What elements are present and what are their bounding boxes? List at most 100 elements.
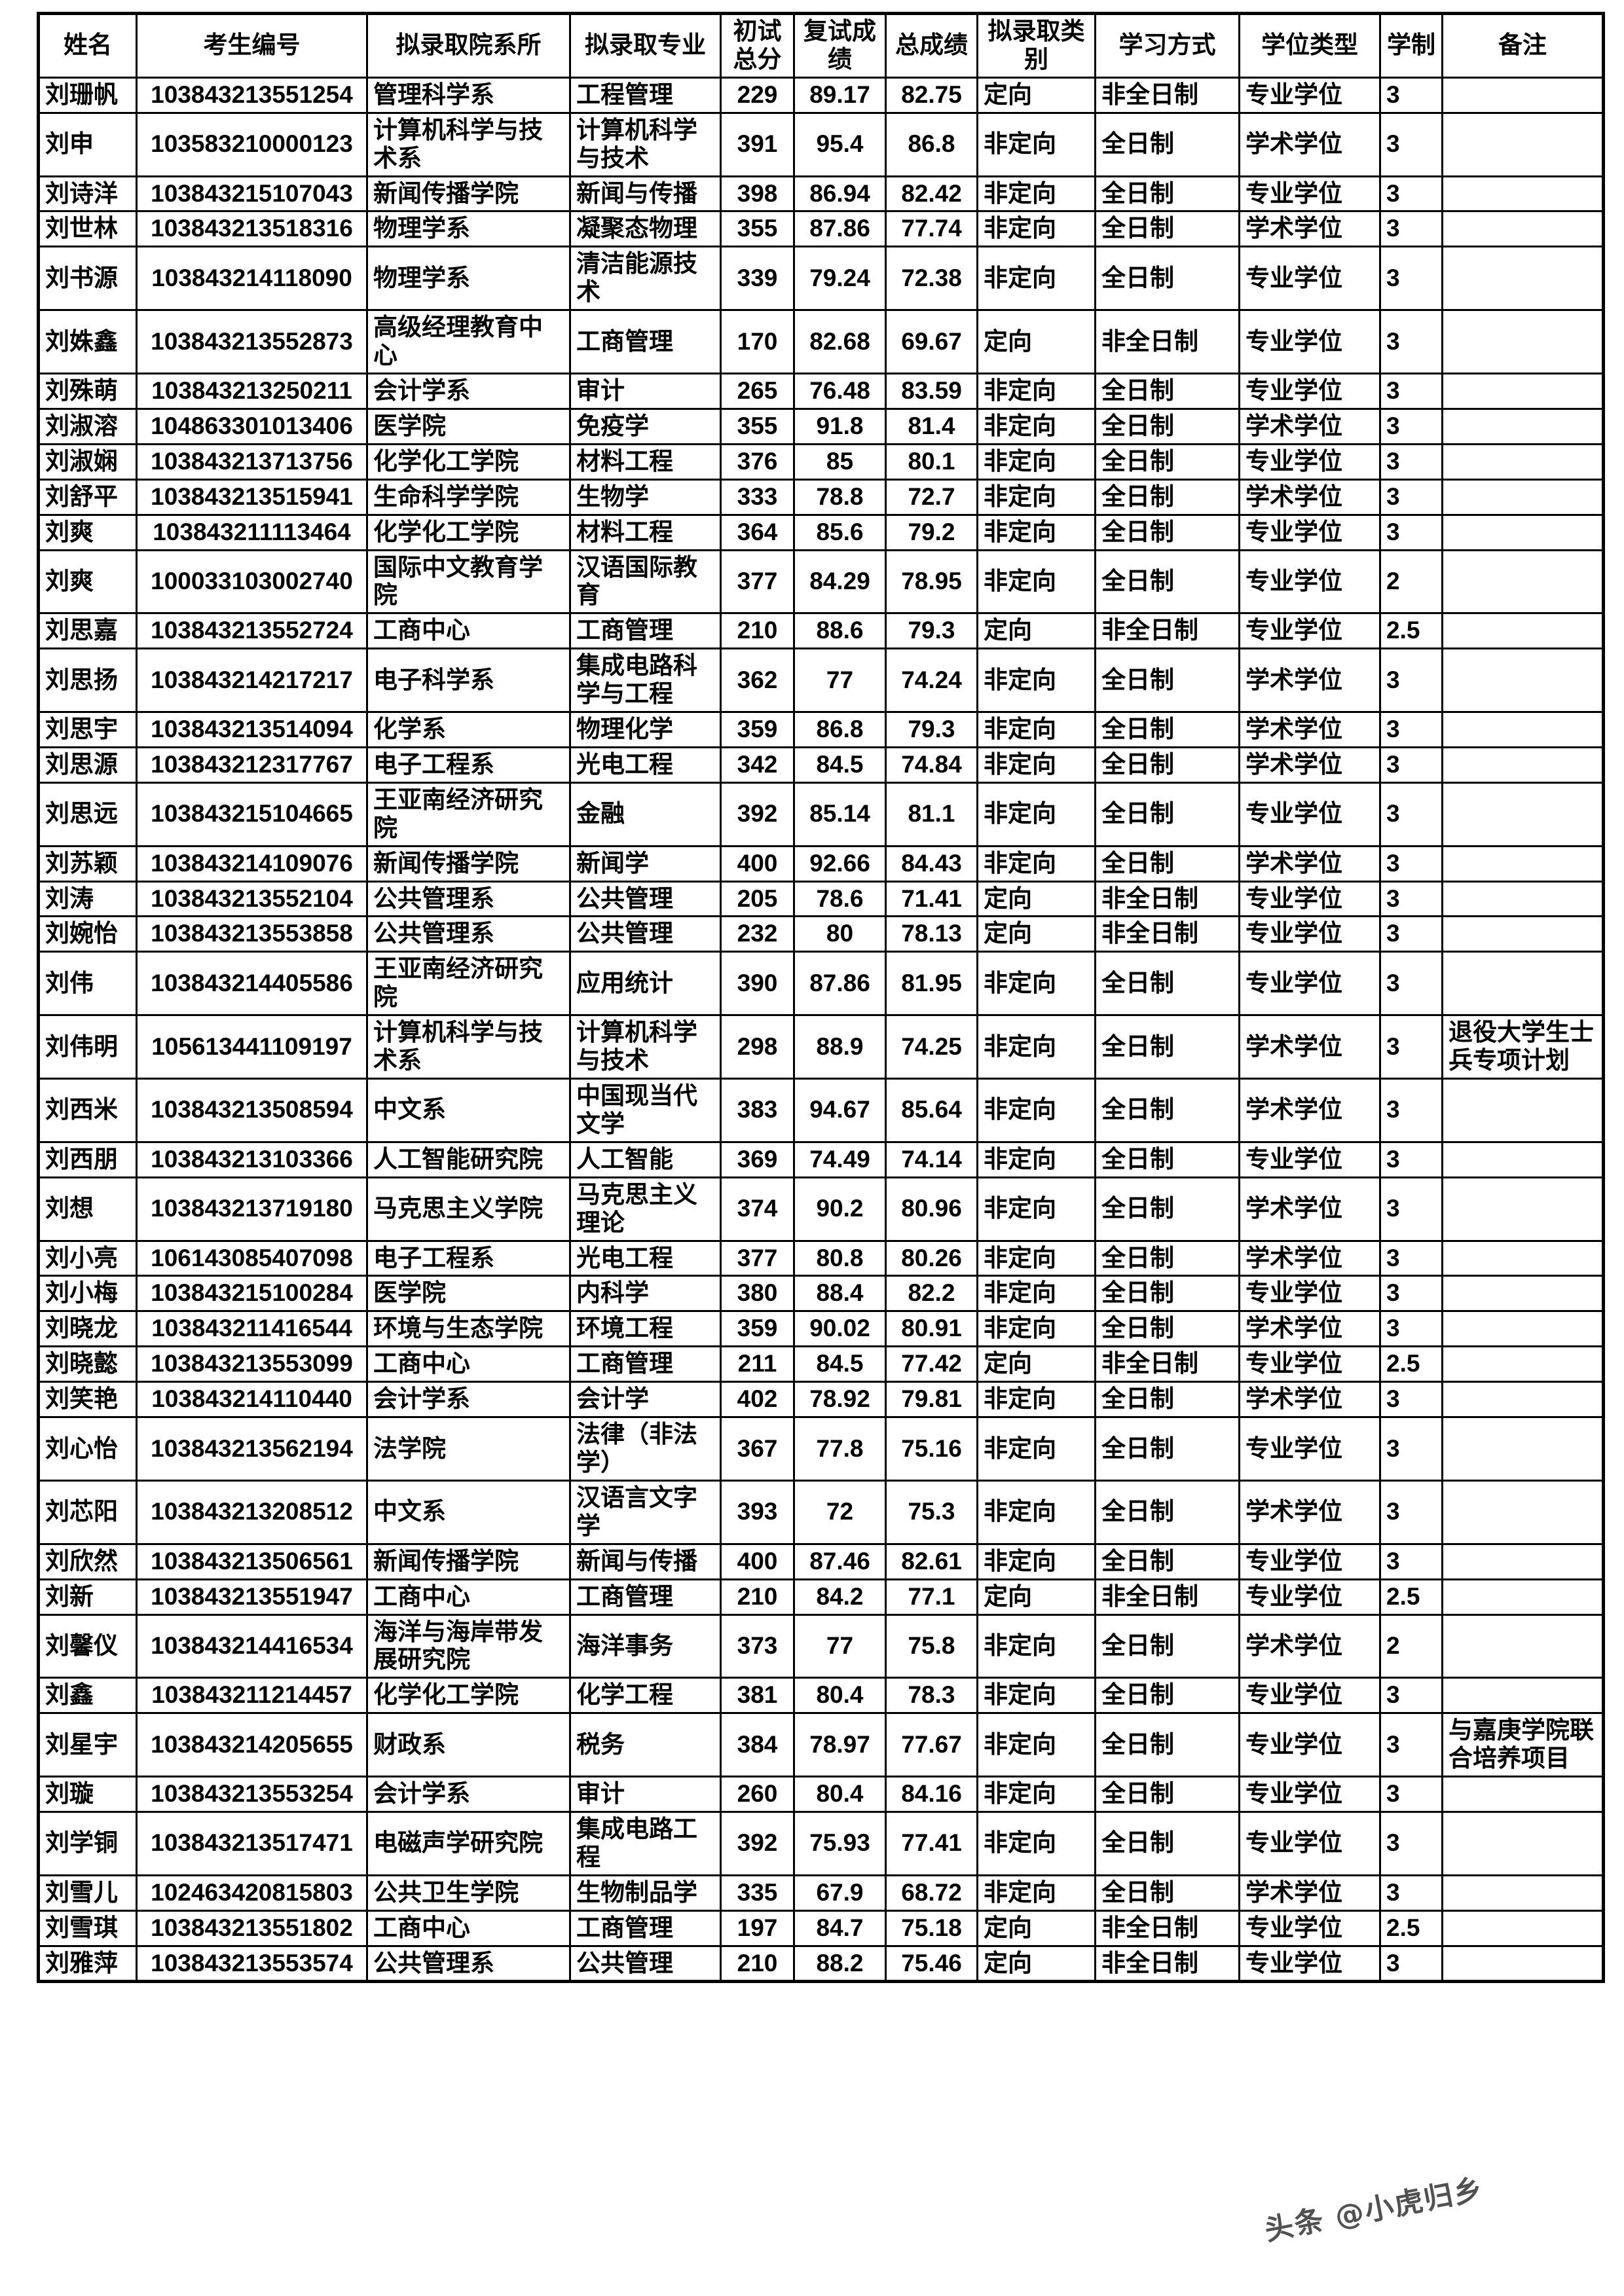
- cell-name: 刘小梅: [37, 1275, 138, 1313]
- cell-first-score: 384: [720, 1712, 795, 1778]
- table-row: 刘思嘉 103843213552724 工商中心 工商管理 210 88.6 79.3 定向非…: [37, 612, 1604, 650]
- table-row: 刘星宇 103843214205655 财政系 税务 384 78.97 77.67 非定向全…: [37, 1712, 1604, 1778]
- cell-second-score: 84.7: [793, 1909, 887, 1947]
- cell-second-score: 95.4: [793, 111, 887, 177]
- cell-note: [1441, 1944, 1604, 1983]
- table-row: 刘爽 100033103002740 国际中文教育学院 汉语国际教育 377 84.29 7…: [37, 549, 1604, 615]
- cell-major: 工商管理: [569, 612, 722, 650]
- cell-department: 公共管理系: [366, 1944, 571, 1983]
- cell-second-score: 78.6: [793, 880, 887, 918]
- cell-department: 海洋与海岸带发展研究院: [366, 1613, 571, 1679]
- cell-major: 新闻与传播: [569, 175, 722, 213]
- cell-category: 非定向: [976, 1416, 1096, 1482]
- cell-study-mode: 全日制: [1094, 1776, 1240, 1813]
- cell-years: 3: [1379, 711, 1443, 748]
- cell-total-score: 78.3: [885, 1677, 978, 1715]
- cell-name: 刘想: [37, 1176, 138, 1242]
- cell-total-score: 74.84: [885, 746, 978, 784]
- cell-name: 刘淑娴: [37, 443, 138, 481]
- cell-category: 非定向: [976, 647, 1096, 714]
- cell-study-mode: 全日制: [1094, 1613, 1240, 1679]
- cell-note: [1441, 1078, 1604, 1143]
- cell-second-score: 88.9: [793, 1014, 887, 1080]
- column-header-second-score: 复试成绩: [793, 12, 887, 79]
- cell-degree-type: 专业学位: [1238, 1275, 1381, 1313]
- cell-degree-type: 专业学位: [1238, 951, 1381, 1017]
- cell-total-score: 68.72: [885, 1874, 978, 1912]
- cell-candidate-id: 103843211214457: [136, 1677, 368, 1715]
- cell-candidate-id: 103843213719180: [136, 1176, 368, 1242]
- cell-department: 中文系: [366, 1479, 571, 1545]
- cell-degree-type: 学术学位: [1238, 1014, 1381, 1080]
- cell-name: 刘思源: [37, 746, 138, 784]
- cell-years: 3: [1379, 478, 1443, 516]
- cell-first-score: 392: [720, 1810, 795, 1876]
- cell-years: 3: [1379, 1776, 1443, 1813]
- cell-degree-type: 专业学位: [1238, 309, 1381, 374]
- cell-candidate-id: 103843214109076: [136, 845, 368, 883]
- cell-category: 非定向: [976, 746, 1096, 784]
- table-row: 刘晓龙 103843211416544 环境与生态学院 环境工程 359 90.02 80.…: [37, 1310, 1604, 1348]
- cell-major: 汉语国际教育: [569, 549, 722, 615]
- cell-department: 法学院: [366, 1416, 571, 1482]
- cell-first-score: 342: [720, 746, 795, 784]
- cell-name: 刘伟明: [37, 1014, 138, 1080]
- cell-major: 光电工程: [569, 746, 722, 784]
- cell-second-score: 92.66: [793, 845, 887, 883]
- cell-second-score: 80: [793, 915, 887, 953]
- table-row: 刘思宇 103843213514094 化学系 物理化学 359 86.8 79.3 非定向全…: [37, 711, 1604, 748]
- cell-years: 3: [1379, 1874, 1443, 1912]
- cell-major: 材料工程: [569, 513, 722, 551]
- cell-total-score: 79.81: [885, 1381, 978, 1419]
- cell-total-score: 85.64: [885, 1078, 978, 1143]
- cell-first-score: 376: [720, 443, 795, 481]
- cell-first-score: 265: [720, 372, 795, 410]
- cell-name: 刘新: [37, 1578, 138, 1616]
- cell-degree-type: 学术学位: [1238, 1078, 1381, 1143]
- cell-first-score: 210: [720, 612, 795, 650]
- cell-name: 刘心怡: [37, 1416, 138, 1482]
- cell-study-mode: 全日制: [1094, 1310, 1240, 1348]
- cell-first-score: 210: [720, 1578, 795, 1616]
- cell-department: 工商中心: [366, 1909, 571, 1947]
- cell-note: [1441, 478, 1604, 516]
- cell-note: [1441, 443, 1604, 481]
- cell-study-mode: 全日制: [1094, 1275, 1240, 1313]
- cell-total-score: 74.14: [885, 1140, 978, 1178]
- cell-category: 定向: [976, 880, 1096, 918]
- cell-department: 新闻传播学院: [366, 1542, 571, 1580]
- cell-first-score: 377: [720, 1239, 795, 1277]
- cell-study-mode: 全日制: [1094, 845, 1240, 883]
- cell-category: 定向: [976, 612, 1096, 650]
- cell-department: 管理科学系: [366, 76, 571, 114]
- cell-major: 金融: [569, 781, 722, 847]
- cell-study-mode: 全日制: [1094, 1479, 1240, 1545]
- cell-category: 非定向: [976, 175, 1096, 213]
- table-row: 刘书源 103843214118090 物理学系 清洁能源技术 339 79.24 72.3…: [37, 246, 1604, 312]
- cell-candidate-id: 103843214205655: [136, 1712, 368, 1778]
- cell-category: 非定向: [976, 513, 1096, 551]
- table-row: 刘想 103843213719180 马克思主义学院 马克思主义理论 374 90.2 80…: [37, 1176, 1604, 1242]
- cell-total-score: 72.7: [885, 478, 978, 516]
- cell-study-mode: 非全日制: [1094, 1578, 1240, 1616]
- cell-name: 刘鑫: [37, 1677, 138, 1715]
- cell-name: 刘淑溶: [37, 407, 138, 445]
- cell-candidate-id: 103843215100284: [136, 1275, 368, 1313]
- cell-years: 3: [1379, 1542, 1443, 1580]
- cell-major: 会计学: [569, 1381, 722, 1419]
- cell-degree-type: 专业学位: [1238, 1909, 1381, 1947]
- cell-total-score: 83.59: [885, 372, 978, 410]
- cell-category: 定向: [976, 915, 1096, 953]
- cell-second-score: 84.5: [793, 746, 887, 784]
- cell-first-score: 393: [720, 1479, 795, 1545]
- cell-category: 非定向: [976, 781, 1096, 847]
- cell-department: 电子工程系: [366, 1239, 571, 1277]
- cell-major: 工商管理: [569, 1578, 722, 1616]
- cell-study-mode: 全日制: [1094, 478, 1240, 516]
- cell-degree-type: 专业学位: [1238, 1578, 1381, 1616]
- cell-study-mode: 全日制: [1094, 1874, 1240, 1912]
- cell-degree-type: 专业学位: [1238, 1776, 1381, 1813]
- cell-first-score: 400: [720, 845, 795, 883]
- cell-years: 3: [1379, 210, 1443, 248]
- cell-study-mode: 全日制: [1094, 1416, 1240, 1482]
